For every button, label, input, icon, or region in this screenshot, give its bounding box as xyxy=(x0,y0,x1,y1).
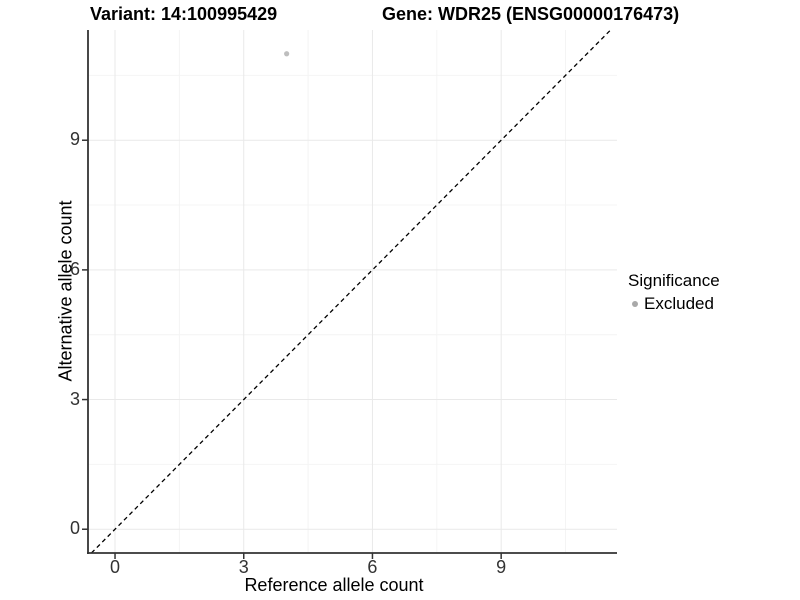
x-tick-label: 9 xyxy=(496,557,507,577)
y-tick-label: 3 xyxy=(69,388,80,409)
legend-title: Significance xyxy=(628,271,720,290)
y-tick-label: 0 xyxy=(69,518,80,539)
y-tick-label: 6 xyxy=(69,258,80,279)
x-tick-label: 6 xyxy=(367,557,378,577)
x-axis-title: Reference allele count xyxy=(244,575,424,595)
identity-dashed-line xyxy=(90,29,612,554)
legend-item-excluded: Excluded xyxy=(628,293,720,314)
legend-key-dot-icon xyxy=(632,300,638,307)
legend-item-label: Excluded xyxy=(644,294,714,313)
data-point xyxy=(284,51,290,57)
x-tick-label: 3 xyxy=(238,557,249,577)
plot-title-gene: Gene: WDR25 (ENSG00000176473) xyxy=(382,4,680,24)
legend: Significance Excluded xyxy=(628,270,720,314)
y-axis-title: Alternative allele count xyxy=(55,200,76,382)
y-tick-label: 9 xyxy=(69,129,80,150)
x-tick-label: 0 xyxy=(110,557,121,577)
plot-title-variant: Variant: 14:100995429 xyxy=(90,4,278,24)
